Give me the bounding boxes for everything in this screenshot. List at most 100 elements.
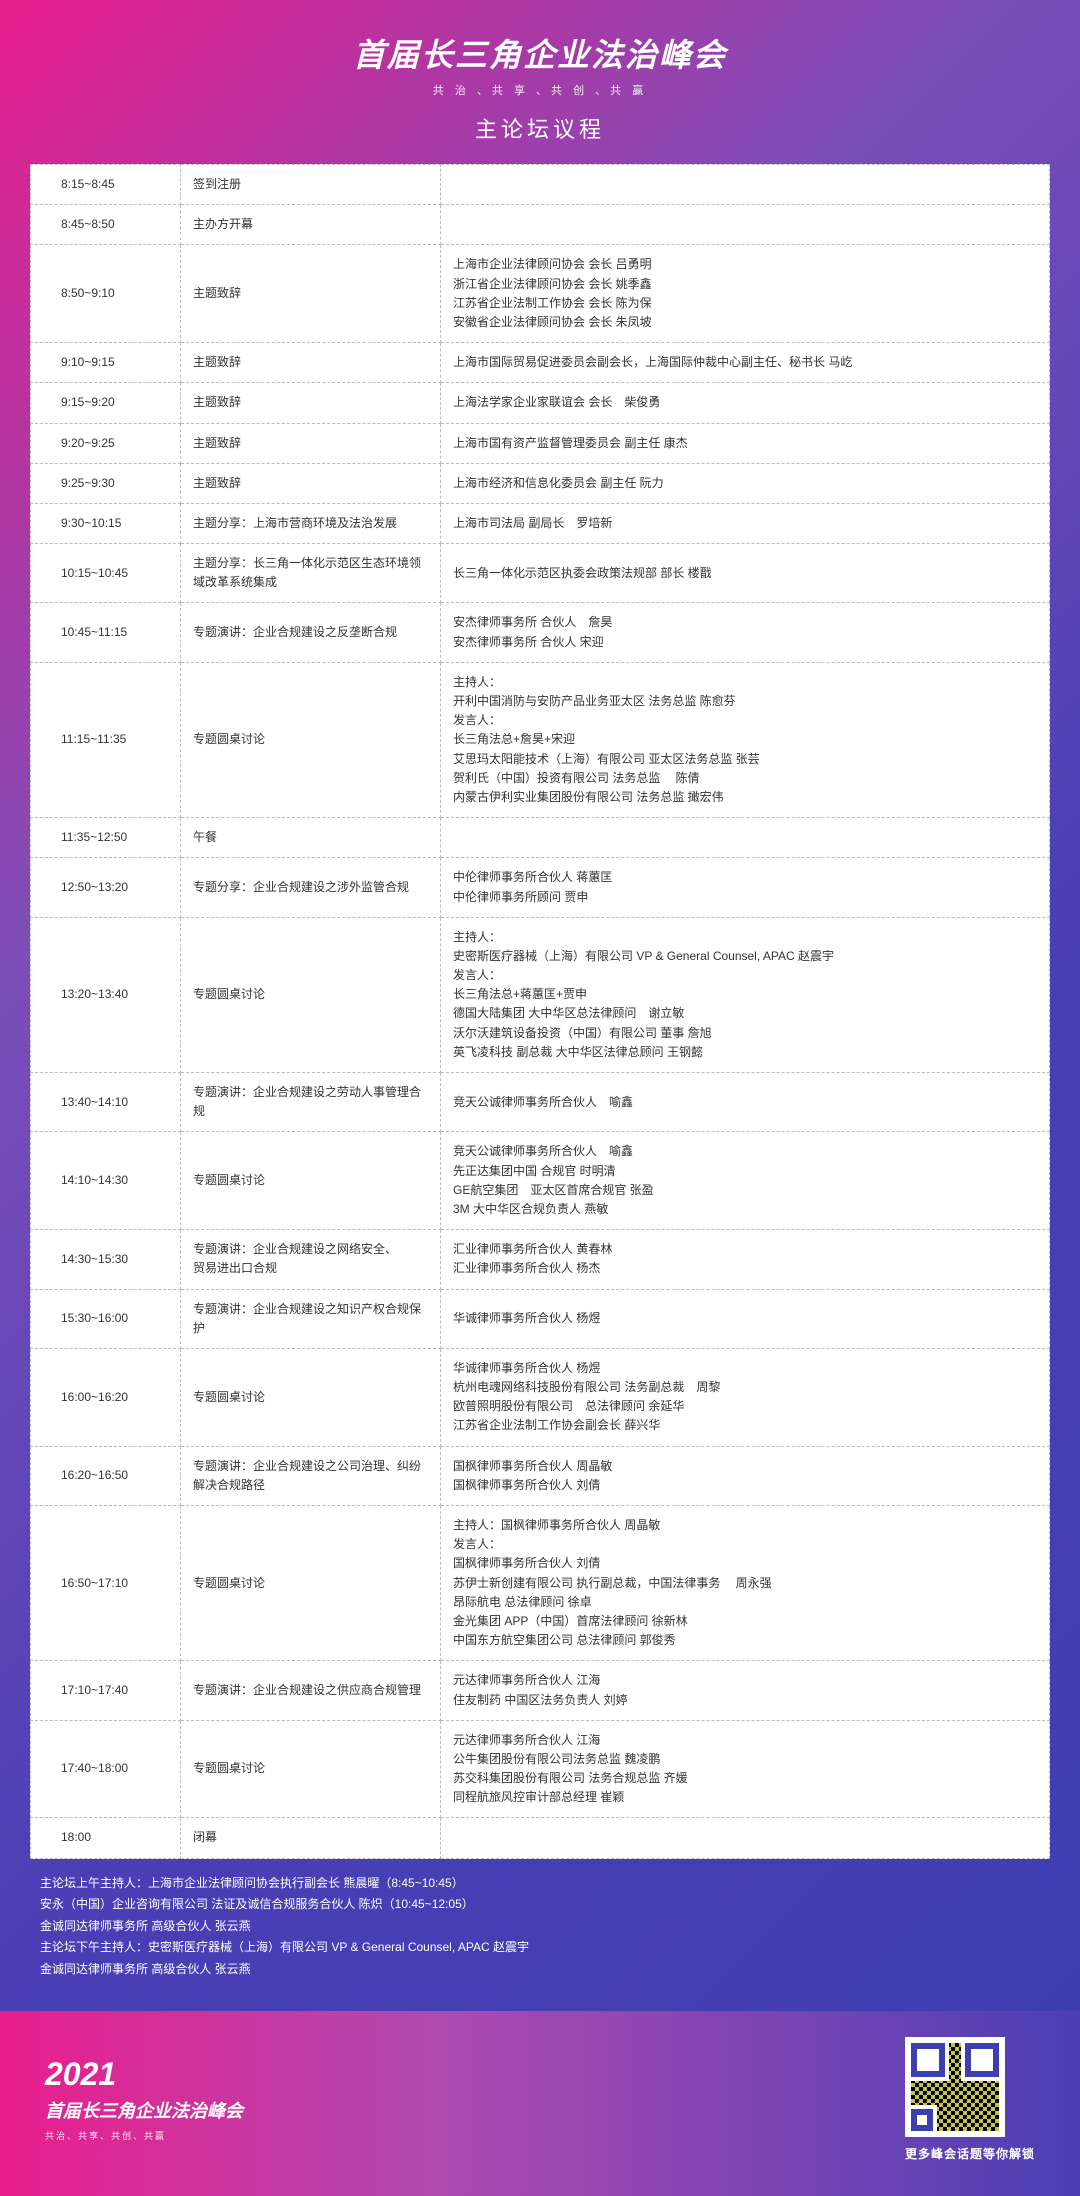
speaker-cell [441, 205, 1050, 245]
agenda-title: 主论坛议程 [0, 112, 1080, 144]
topic-cell: 主题致辞 [181, 245, 441, 343]
speaker-cell [441, 818, 1050, 858]
time-cell: 8:15~8:45 [31, 165, 181, 205]
topic-cell: 午餐 [181, 818, 441, 858]
speaker-cell: 安杰律师事务所 合伙人 詹昊安杰律师事务所 合伙人 宋迎 [441, 603, 1050, 662]
topic-cell: 专题圆桌讨论 [181, 1720, 441, 1818]
host-line: 金诚同达律师事务所 高级合伙人 张云燕 [40, 1959, 1040, 1981]
time-cell: 14:10~14:30 [31, 1132, 181, 1230]
speaker-cell [441, 1818, 1050, 1858]
speaker-cell [441, 165, 1050, 205]
table-row: 16:50~17:10专题圆桌讨论主持人：国枫律师事务所合伙人 周晶敏发言人：国… [31, 1506, 1050, 1661]
host-line: 金诚同达律师事务所 高级合伙人 张云燕 [40, 1916, 1040, 1938]
footer-event-name: 首届长三角企业法治峰会 [45, 2097, 243, 2123]
host-line: 主论坛上午主持人：上海市企业法律顾问协会执行副会长 熊晨曜（8:45~10:45… [40, 1873, 1040, 1895]
table-row: 9:10~9:15主题致辞上海市国际贸易促进委员会副会长，上海国际仲裁中心副主任… [31, 343, 1050, 383]
time-cell: 12:50~13:20 [31, 858, 181, 917]
time-cell: 11:15~11:35 [31, 662, 181, 817]
host-line: 安永（中国）企业咨询有限公司 法证及诚信合规服务合伙人 陈炽（10:45~12:… [40, 1894, 1040, 1916]
topic-cell: 专题演讲：企业合规建设之公司治理、纠纷解决合规路径 [181, 1446, 441, 1505]
speaker-cell: 华诚律师事务所合伙人 杨煜杭州电魂网络科技股份有限公司 法务副总裁 周黎欧普照明… [441, 1348, 1050, 1446]
topic-cell: 专题演讲：企业合规建设之网络安全、贸易进出口合规 [181, 1230, 441, 1289]
table-row: 14:10~14:30专题圆桌讨论竞天公诚律师事务所合伙人 喻鑫先正达集团中国 … [31, 1132, 1050, 1230]
table-row: 9:30~10:15主题分享：上海市营商环境及法治发展上海市司法局 副局长 罗培… [31, 503, 1050, 543]
topic-cell: 专题演讲：企业合规建设之劳动人事管理合规 [181, 1073, 441, 1132]
footer: 2021 首届长三角企业法治峰会 共治、共享、共创、共赢 更多峰会话题等你解锁 [0, 2011, 1080, 2196]
table-row: 11:35~12:50午餐 [31, 818, 1050, 858]
speaker-cell: 中伦律师事务所合伙人 蒋蕙匡中伦律师事务所顾问 贾申 [441, 858, 1050, 917]
speaker-cell: 汇业律师事务所合伙人 黄春林汇业律师事务所合伙人 杨杰 [441, 1230, 1050, 1289]
table-row: 10:45~11:15专题演讲：企业合规建设之反垄断合规安杰律师事务所 合伙人 … [31, 603, 1050, 662]
host-line: 主论坛下午主持人：史密斯医疗器械（上海）有限公司 VP & General Co… [40, 1937, 1040, 1959]
speaker-cell: 华诚律师事务所合伙人 杨煜 [441, 1289, 1050, 1348]
time-cell: 15:30~16:00 [31, 1289, 181, 1348]
topic-cell: 专题演讲：企业合规建设之供应商合规管理 [181, 1661, 441, 1720]
qr-code-icon [905, 2037, 1005, 2137]
time-cell: 14:30~15:30 [31, 1230, 181, 1289]
table-row: 17:10~17:40专题演讲：企业合规建设之供应商合规管理元达律师事务所合伙人… [31, 1661, 1050, 1720]
time-cell: 11:35~12:50 [31, 818, 181, 858]
topic-cell: 专题分享：企业合规建设之涉外监管合规 [181, 858, 441, 917]
speaker-cell: 元达律师事务所合伙人 江海住友制药 中国区法务负责人 刘婷 [441, 1661, 1050, 1720]
table-row: 8:50~9:10主题致辞上海市企业法律顾问协会 会长 吕勇明浙江省企业法律顾问… [31, 245, 1050, 343]
table-row: 11:15~11:35专题圆桌讨论主持人：开利中国消防与安防产品业务亚太区 法务… [31, 662, 1050, 817]
topic-cell: 主题分享：长三角一体化示范区生态环境领域改革系统集成 [181, 544, 441, 603]
topic-cell: 专题圆桌讨论 [181, 662, 441, 817]
table-row: 13:20~13:40专题圆桌讨论主持人：史密斯医疗器械（上海）有限公司 VP … [31, 917, 1050, 1072]
speaker-cell: 上海市国有资产监督管理委员会 副主任 康杰 [441, 423, 1050, 463]
qr-section: 更多峰会话题等你解锁 [905, 2037, 1035, 2162]
topic-cell: 专题圆桌讨论 [181, 917, 441, 1072]
topic-cell: 闭幕 [181, 1818, 441, 1858]
table-row: 15:30~16:00专题演讲：企业合规建设之知识产权合规保护华诚律师事务所合伙… [31, 1289, 1050, 1348]
time-cell: 16:00~16:20 [31, 1348, 181, 1446]
time-cell: 9:30~10:15 [31, 503, 181, 543]
table-row: 12:50~13:20专题分享：企业合规建设之涉外监管合规中伦律师事务所合伙人 … [31, 858, 1050, 917]
table-row: 10:15~10:45主题分享：长三角一体化示范区生态环境领域改革系统集成长三角… [31, 544, 1050, 603]
time-cell: 17:10~17:40 [31, 1661, 181, 1720]
speaker-cell: 上海市企业法律顾问协会 会长 吕勇明浙江省企业法律顾问协会 会长 姚季鑫江苏省企… [441, 245, 1050, 343]
header: 首届长三角企业法治峰会 共 治 、共 享 、共 创 、共 赢 主论坛议程 [0, 0, 1080, 164]
table-row: 13:40~14:10专题演讲：企业合规建设之劳动人事管理合规竞天公诚律师事务所… [31, 1073, 1050, 1132]
topic-cell: 签到注册 [181, 165, 441, 205]
time-cell: 17:40~18:00 [31, 1720, 181, 1818]
topic-cell: 专题圆桌讨论 [181, 1348, 441, 1446]
table-row: 8:45~8:50主办方开幕 [31, 205, 1050, 245]
time-cell: 9:20~9:25 [31, 423, 181, 463]
speaker-cell: 国枫律师事务所合伙人 周晶敏国枫律师事务所合伙人 刘倩 [441, 1446, 1050, 1505]
speaker-cell: 主持人：国枫律师事务所合伙人 周晶敏发言人：国枫律师事务所合伙人 刘倩苏伊士新创… [441, 1506, 1050, 1661]
time-cell: 9:10~9:15 [31, 343, 181, 383]
table-row: 16:20~16:50专题演讲：企业合规建设之公司治理、纠纷解决合规路径国枫律师… [31, 1446, 1050, 1505]
time-cell: 8:50~9:10 [31, 245, 181, 343]
time-cell: 13:20~13:40 [31, 917, 181, 1072]
speaker-cell: 上海市司法局 副局长 罗培新 [441, 503, 1050, 543]
topic-cell: 主题分享：上海市营商环境及法治发展 [181, 503, 441, 543]
table-row: 9:15~9:20主题致辞 上海法学家企业家联谊会 会长 柴俊勇 [31, 383, 1050, 423]
topic-cell: 主题致辞 [181, 343, 441, 383]
footer-tagline: 共治、共享、共创、共赢 [45, 2129, 243, 2142]
speaker-cell: 主持人：开利中国消防与安防产品业务亚太区 法务总监 陈愈芬发言人：长三角法总+詹… [441, 662, 1050, 817]
table-row: 14:30~15:30专题演讲：企业合规建设之网络安全、贸易进出口合规汇业律师事… [31, 1230, 1050, 1289]
table-row: 9:25~9:30主题致辞上海市经济和信息化委员会 副主任 阮力 [31, 463, 1050, 503]
topic-cell: 主题致辞 [181, 383, 441, 423]
hosts-info: 主论坛上午主持人：上海市企业法律顾问协会执行副会长 熊晨曜（8:45~10:45… [40, 1873, 1040, 1981]
footer-branding: 2021 首届长三角企业法治峰会 共治、共享、共创、共赢 [45, 2056, 243, 2142]
time-cell: 8:45~8:50 [31, 205, 181, 245]
time-cell: 9:15~9:20 [31, 383, 181, 423]
speaker-cell: 上海市国际贸易促进委员会副会长，上海国际仲裁中心副主任、秘书长 马屹 [441, 343, 1050, 383]
time-cell: 10:45~11:15 [31, 603, 181, 662]
time-cell: 10:15~10:45 [31, 544, 181, 603]
time-cell: 16:50~17:10 [31, 1506, 181, 1661]
table-row: 9:20~9:25主题致辞上海市国有资产监督管理委员会 副主任 康杰 [31, 423, 1050, 463]
speaker-cell: 竞天公诚律师事务所合伙人 喻鑫 [441, 1073, 1050, 1132]
topic-cell: 专题圆桌讨论 [181, 1506, 441, 1661]
speaker-cell: 主持人：史密斯医疗器械（上海）有限公司 VP & General Counsel… [441, 917, 1050, 1072]
topic-cell: 主办方开幕 [181, 205, 441, 245]
table-row: 17:40~18:00专题圆桌讨论元达律师事务所合伙人 江海公牛集团股份有限公司… [31, 1720, 1050, 1818]
table-row: 8:15~8:45签到注册 [31, 165, 1050, 205]
topic-cell: 主题致辞 [181, 423, 441, 463]
speaker-cell: 上海市经济和信息化委员会 副主任 阮力 [441, 463, 1050, 503]
time-cell: 18:00 [31, 1818, 181, 1858]
agenda-table: 8:15~8:45签到注册8:45~8:50主办方开幕8:50~9:10主题致辞… [30, 164, 1050, 1859]
topic-cell: 专题演讲：企业合规建设之反垄断合规 [181, 603, 441, 662]
topic-cell: 专题圆桌讨论 [181, 1132, 441, 1230]
